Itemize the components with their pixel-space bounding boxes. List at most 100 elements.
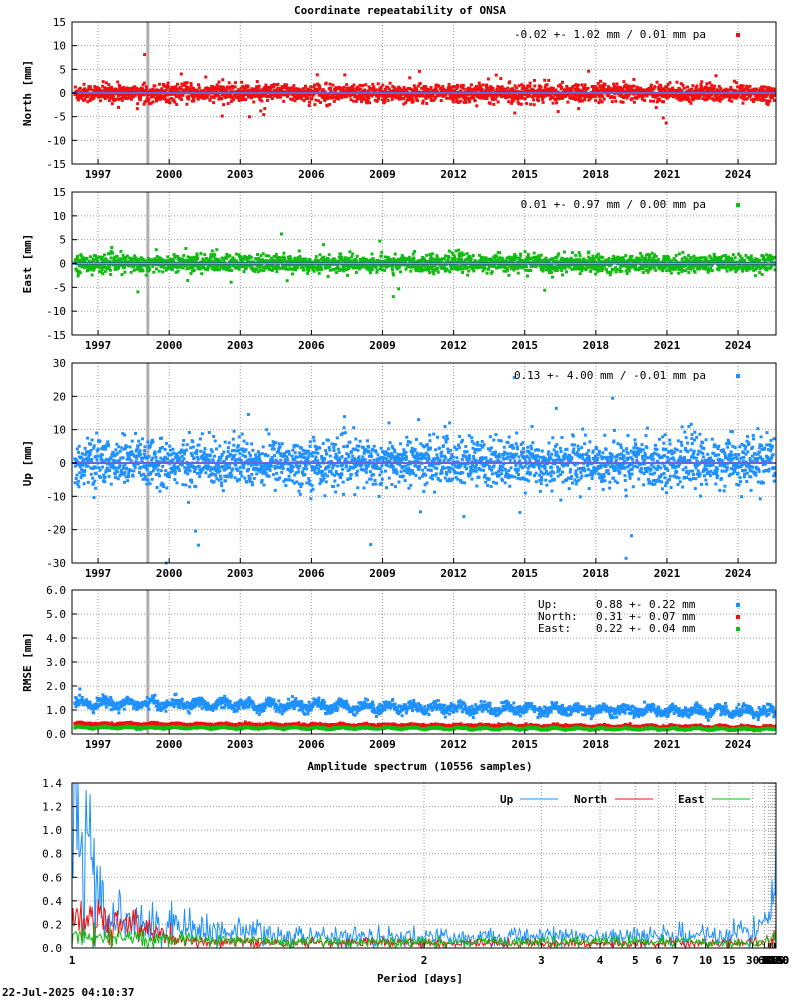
x-tick-label: 2009 xyxy=(369,168,396,181)
data-point xyxy=(359,88,362,91)
data-point xyxy=(555,101,558,104)
data-point xyxy=(542,101,545,104)
x-tick-label: 2003 xyxy=(227,168,254,181)
data-point xyxy=(681,251,684,254)
data-point xyxy=(230,269,233,272)
data-point xyxy=(453,255,456,258)
data-point xyxy=(101,268,104,271)
data-point xyxy=(371,83,374,86)
data-point xyxy=(126,86,129,89)
data-point xyxy=(692,266,695,269)
data-point xyxy=(603,98,606,101)
data-point xyxy=(506,87,509,90)
data-point xyxy=(240,81,243,84)
data-point xyxy=(216,83,219,86)
data-point xyxy=(615,270,618,273)
data-point xyxy=(91,273,94,276)
data-point xyxy=(658,99,661,102)
data-point xyxy=(220,97,223,100)
data-point xyxy=(139,96,142,99)
data-point xyxy=(266,99,269,102)
data-point xyxy=(378,259,381,262)
data-point xyxy=(681,89,684,92)
data-point xyxy=(218,268,221,271)
data-point xyxy=(687,254,690,257)
data-point xyxy=(221,115,224,118)
data-point xyxy=(153,84,156,87)
data-point xyxy=(533,79,536,82)
data-point xyxy=(234,81,237,84)
data-point xyxy=(425,254,428,257)
data-point xyxy=(540,254,543,257)
data-point xyxy=(275,253,278,256)
data-point xyxy=(465,101,468,104)
data-point xyxy=(409,270,412,273)
data-point xyxy=(204,75,207,78)
data-point xyxy=(397,287,400,290)
data-point xyxy=(742,84,745,87)
data-point xyxy=(457,249,460,252)
data-point xyxy=(448,256,451,259)
data-point xyxy=(171,268,174,271)
x-tick-label: 2024 xyxy=(725,168,752,181)
data-point xyxy=(380,254,383,257)
data-point xyxy=(615,268,618,271)
data-point xyxy=(452,100,455,103)
data-point xyxy=(315,255,318,258)
data-point xyxy=(74,86,77,89)
data-point xyxy=(594,99,597,102)
data-point xyxy=(228,81,231,84)
data-point xyxy=(495,255,498,258)
data-point xyxy=(622,101,625,104)
data-point xyxy=(316,73,319,76)
data-point xyxy=(594,273,597,276)
data-point xyxy=(77,274,80,277)
data-point xyxy=(580,83,583,86)
data-point xyxy=(643,99,646,102)
data-point xyxy=(466,252,469,255)
data-point xyxy=(377,97,380,100)
data-point xyxy=(432,257,435,260)
data-point xyxy=(694,271,697,274)
data-point xyxy=(355,100,358,103)
data-point xyxy=(518,84,521,87)
data-point xyxy=(670,272,673,275)
data-point xyxy=(302,266,305,269)
data-point xyxy=(185,267,188,270)
data-point xyxy=(628,270,631,273)
data-point xyxy=(652,256,655,259)
data-point xyxy=(497,100,500,103)
data-point xyxy=(136,102,139,105)
data-point xyxy=(579,272,582,275)
data-point xyxy=(519,254,522,257)
data-point xyxy=(352,84,355,87)
data-point xyxy=(378,240,381,243)
data-point xyxy=(158,270,161,273)
data-point xyxy=(175,103,178,106)
data-point xyxy=(304,85,307,88)
data-point xyxy=(649,100,652,103)
data-point xyxy=(690,88,693,91)
data-point xyxy=(470,83,473,86)
data-point xyxy=(255,268,258,271)
data-point xyxy=(492,103,495,106)
data-point xyxy=(735,81,738,84)
x-tick-label: 2000 xyxy=(156,168,183,181)
data-point xyxy=(383,101,386,104)
data-point xyxy=(665,122,668,125)
data-point xyxy=(538,256,541,259)
data-point xyxy=(313,270,316,273)
data-point xyxy=(197,83,200,86)
data-point xyxy=(267,254,270,257)
data-point xyxy=(282,100,285,103)
data-point xyxy=(256,253,259,256)
data-point xyxy=(283,257,286,260)
data-point xyxy=(104,270,107,273)
data-point xyxy=(515,87,518,90)
data-point xyxy=(560,86,563,89)
data-point xyxy=(180,98,183,101)
data-point xyxy=(110,246,113,249)
data-point xyxy=(655,255,658,258)
data-point xyxy=(549,268,552,271)
